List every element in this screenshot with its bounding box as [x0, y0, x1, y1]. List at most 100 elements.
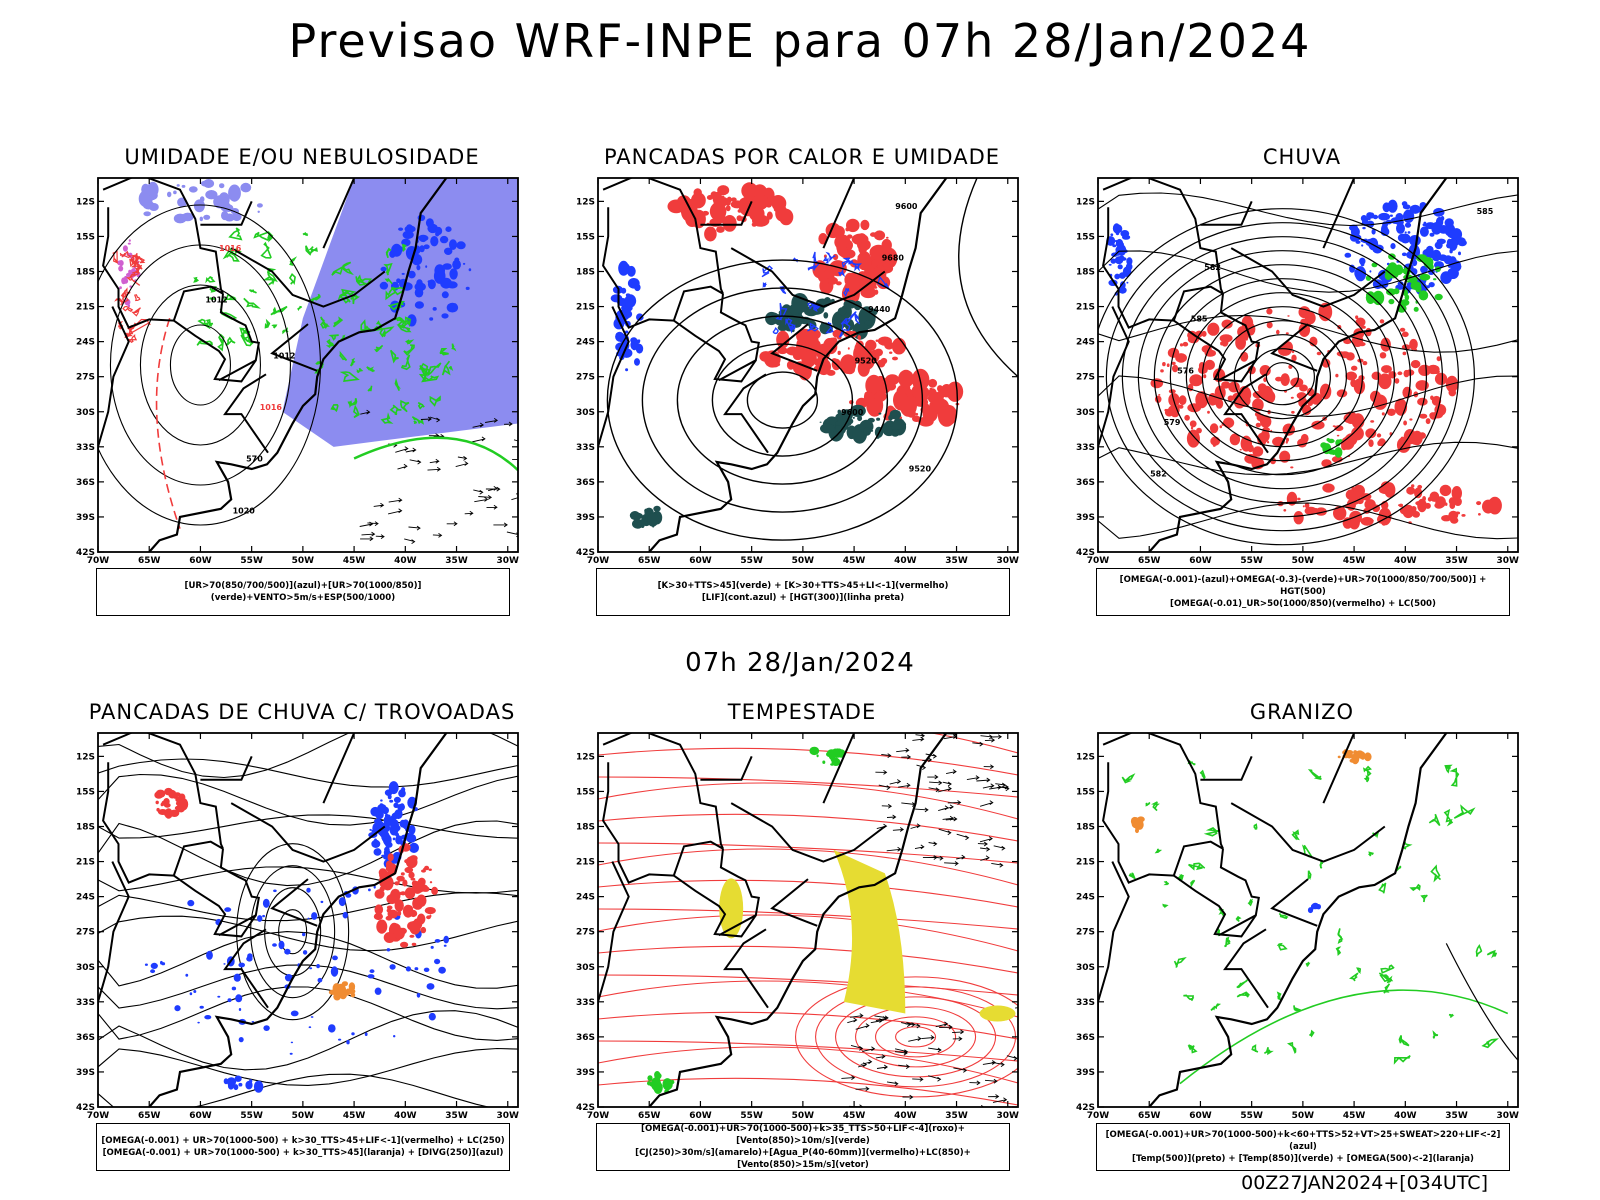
lon-tick-label: 50W: [1292, 1111, 1315, 1120]
country-border: [1173, 874, 1257, 938]
main-title: Previsao WRF-INPE para 07h 28/Jan/2024: [288, 14, 1312, 68]
isoline: [641, 287, 924, 513]
contour-line: [223, 293, 237, 302]
country-border: [1102, 733, 1224, 850]
panel-title: GRANIZO: [1249, 700, 1355, 724]
wind-vector: [982, 1060, 997, 1065]
country-border: [730, 247, 886, 308]
wind-vector: [912, 1077, 924, 1082]
field-patch: [892, 356, 898, 361]
map-field: [598, 733, 1018, 1107]
wind-vector: [375, 534, 385, 539]
field-patch: [1283, 509, 1287, 512]
contour-line: [373, 344, 384, 353]
field-patch: [1412, 508, 1417, 512]
lat-tick-label: 39S: [1076, 513, 1095, 523]
wind-vector: [952, 1029, 965, 1035]
lat-tick-label: 36S: [576, 478, 595, 488]
field-patch: [870, 429, 874, 432]
contour-line: [1236, 991, 1250, 998]
east-coastline: [648, 178, 948, 552]
field-patch: [142, 200, 155, 210]
wind-vector: [404, 538, 416, 544]
contour-line: [366, 366, 375, 373]
field-patch: [779, 208, 794, 226]
lon-tick-label: 45W: [843, 1111, 866, 1120]
field-patch: [737, 209, 742, 213]
field-patch: [1361, 755, 1365, 760]
field-patch: [1359, 257, 1366, 265]
field-patch: [1360, 516, 1374, 526]
field-patch: [846, 234, 853, 239]
isoline: [598, 747, 1018, 776]
field-patch: [1434, 502, 1444, 509]
field-patch: [876, 359, 886, 368]
field-patch: [256, 203, 263, 208]
field-patch: [232, 212, 242, 222]
wind-vector: [993, 845, 1006, 851]
wind-vector: [1006, 1055, 1018, 1061]
contour-line: [308, 246, 314, 251]
lon-tick-label: 30W: [997, 556, 1020, 565]
lat-tick-label: 27S: [1076, 373, 1095, 383]
country-border: [673, 319, 757, 383]
field-patch: [203, 214, 211, 220]
field-patch: [432, 307, 437, 311]
field-patch: [1229, 433, 1241, 446]
field-patch: [1407, 231, 1411, 234]
field-patch: [1372, 214, 1379, 220]
lat-tick-label: 30S: [1076, 963, 1095, 973]
contour-line: [1380, 964, 1395, 974]
streamline: [98, 733, 518, 779]
streamline: [1098, 502, 1518, 540]
lon-tick-label: 40W: [1394, 1111, 1417, 1120]
field-patch: [397, 910, 402, 916]
field-patch: [465, 286, 470, 290]
contour-label: 1012: [205, 295, 227, 304]
lat-tick-label: 18S: [576, 823, 595, 833]
lon-tick-label: 40W: [894, 1111, 917, 1120]
lat-tick-label: 18S: [1076, 823, 1095, 833]
field-patch: [1403, 420, 1407, 426]
field-patch: [1327, 438, 1335, 444]
map-field: [1098, 733, 1518, 1107]
country-border: [218, 848, 260, 937]
contour-label: 9520: [909, 465, 932, 474]
contour-line: [367, 385, 373, 392]
field-patch: [251, 1021, 255, 1023]
isoline: [598, 776, 1018, 798]
wind-vector: [939, 1024, 953, 1030]
field-patch: [408, 871, 415, 879]
contour-line: [1253, 823, 1258, 830]
field-patch: [1434, 293, 1443, 301]
field-patch: [840, 354, 857, 374]
field-patch: [1412, 511, 1420, 518]
field-patch: [928, 378, 938, 388]
field-patch: [1417, 484, 1423, 489]
contour-line: [339, 371, 360, 383]
field-patch: [204, 1015, 212, 1020]
field-patch: [823, 269, 835, 279]
lat-tick-label: 39S: [76, 513, 95, 523]
field-patch: [124, 298, 131, 306]
field-patch: [175, 796, 182, 803]
contour-line: [332, 316, 344, 328]
map-field: 1012 1016 1020 570 1016 1012: [98, 178, 518, 552]
field-patch: [1164, 408, 1174, 417]
field-patch: [837, 307, 847, 316]
lat-tick-label: 33S: [76, 443, 95, 453]
wind-vector: [360, 536, 374, 542]
field-patch: [1239, 448, 1242, 451]
field-patch: [373, 912, 383, 921]
legend-text: [CJ(250)>30m/s](amarelo)+[Agua_P(40-60mm…: [635, 1148, 971, 1170]
field-patch: [1302, 505, 1305, 508]
field-patch: [308, 1026, 312, 1029]
field-patch: [1345, 371, 1357, 381]
field-patch: [1255, 422, 1261, 428]
field-patch: [1228, 381, 1240, 393]
legend-box: [OMEGA(-0.001)+UR>70(1000-500)+k<60+TTS>…: [1096, 1123, 1510, 1171]
country-border: [602, 733, 724, 850]
lat-tick-label: 36S: [76, 1033, 95, 1043]
field-patch: [1182, 341, 1189, 347]
lat-tick-label: 12S: [1076, 752, 1095, 762]
